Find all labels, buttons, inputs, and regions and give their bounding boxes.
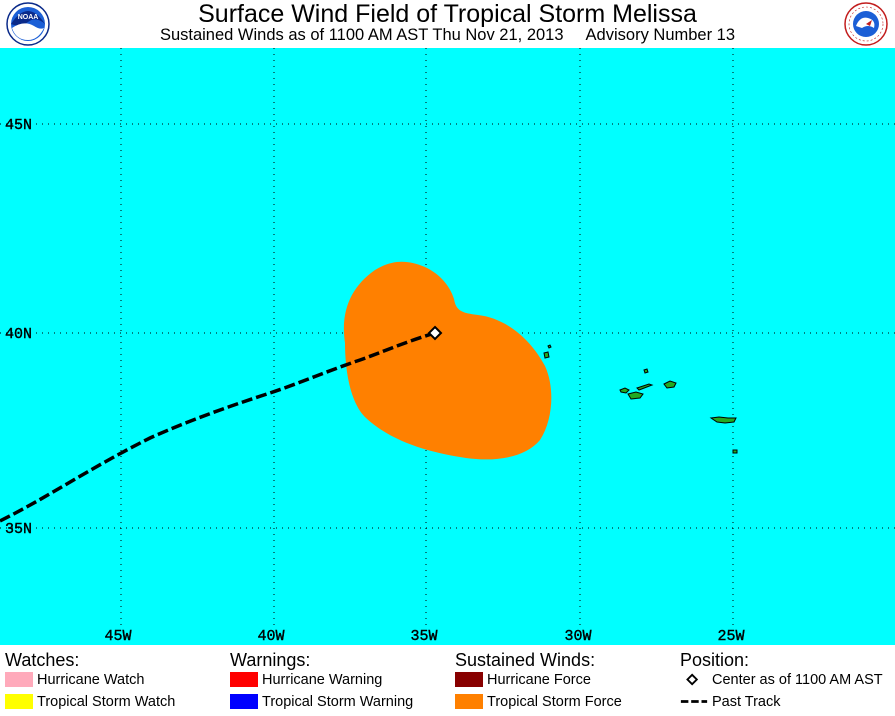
storm-map: 45N 40N 35N 45W 40W 35W 30W 25W	[0, 48, 895, 645]
hurricane-warning-swatch	[230, 672, 258, 687]
hurricane-force-label: Hurricane Force	[487, 672, 591, 688]
hurricane-force-swatch	[455, 672, 483, 687]
lon-label-40w: 40W	[257, 628, 284, 645]
tropical-storm-warning-label: Tropical Storm Warning	[262, 694, 414, 710]
lat-label-40n: 40N	[5, 326, 32, 343]
subtitle-time: Sustained Winds as of 1100 AM AST Thu No…	[159, 26, 564, 44]
tropical-storm-watch-swatch	[5, 694, 33, 709]
island-pico	[627, 391, 644, 400]
tropical-storm-watch-label: Tropical Storm Watch	[37, 694, 176, 710]
page-subtitle: Sustained Winds as of 1100 AM AST Thu No…	[0, 26, 895, 44]
past-track-line	[0, 331, 436, 523]
diamond-icon	[686, 673, 699, 686]
island-faial	[619, 387, 630, 394]
map-grid	[0, 48, 895, 628]
island-sao-miguel	[709, 416, 737, 424]
tropical-storm-force-swatch	[455, 694, 483, 709]
subtitle-advisory: Advisory Number 13	[585, 26, 736, 44]
storm-center-marker	[427, 325, 443, 341]
center-label: Center as of 1100 AM AST	[712, 672, 883, 688]
lon-label-25w: 25W	[717, 628, 744, 645]
tropical-storm-force-wind-field	[343, 261, 552, 460]
hurricane-warning-label: Hurricane Warning	[262, 672, 383, 688]
noaa-logo-text: NOAA	[18, 14, 39, 21]
past-track-label: Past Track	[712, 694, 781, 710]
latitude-labels: 45N 40N 35N	[5, 117, 32, 538]
island-sao-jorge	[636, 383, 654, 391]
hurricane-watch-label: Hurricane Watch	[37, 672, 145, 688]
map-legend: Watches: Hurricane Watch Tropical Storm …	[0, 645, 895, 716]
azores-islands	[543, 344, 738, 454]
tropical-storm-force-label: Tropical Storm Force	[487, 694, 622, 710]
dashed-line-icon	[680, 700, 708, 703]
lat-label-45n: 45N	[5, 117, 32, 134]
legend-position-heading: Position:	[680, 650, 750, 670]
tropical-storm-warning-swatch	[230, 694, 258, 709]
noaa-logo: NOAA	[6, 2, 50, 46]
nws-logo	[844, 2, 888, 46]
hurricane-watch-swatch	[5, 672, 33, 687]
island-corvo	[547, 344, 552, 349]
lon-label-45w: 45W	[104, 628, 131, 645]
map-header: NOAA Surface Wind Field of Tropical Stor…	[0, 0, 895, 48]
island-graciosa	[643, 368, 649, 374]
page-title: Surface Wind Field of Tropical Storm Mel…	[198, 0, 697, 28]
lat-label-35n: 35N	[5, 521, 32, 538]
island-santa-maria	[732, 449, 738, 454]
lon-label-35w: 35W	[410, 628, 437, 645]
island-terceira	[663, 380, 677, 389]
island-flores	[543, 351, 550, 359]
legend-winds-heading: Sustained Winds:	[455, 650, 596, 670]
lon-label-30w: 30W	[564, 628, 591, 645]
legend-watches-heading: Watches:	[5, 650, 80, 670]
legend-warnings-heading: Warnings:	[230, 650, 311, 670]
longitude-labels: 45W 40W 35W 30W 25W	[104, 628, 744, 645]
